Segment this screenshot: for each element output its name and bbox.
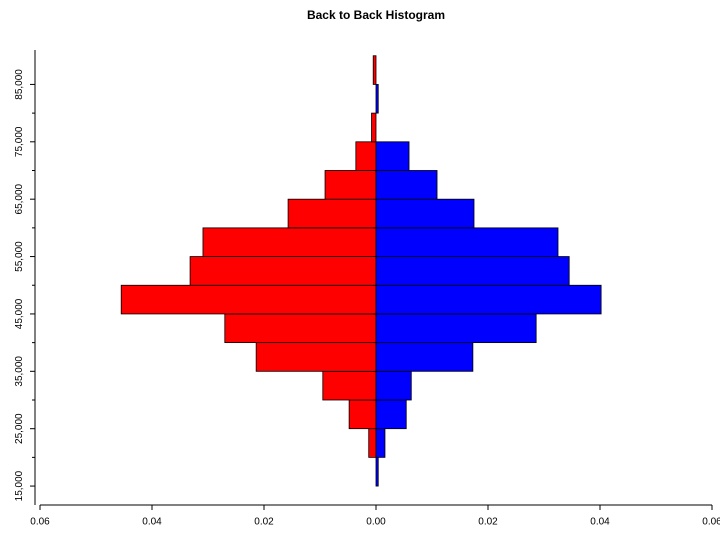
bar <box>202 227 377 257</box>
y-tick-label: 15,000 <box>14 470 25 501</box>
bar <box>348 399 377 430</box>
y-tick-label: 85,000 <box>14 69 25 100</box>
bar <box>355 141 377 171</box>
x-tick-label: 0.06 <box>702 517 720 528</box>
y-tick-label: 25,000 <box>14 413 25 444</box>
bar <box>322 370 377 401</box>
x-tick-label: 0.04 <box>590 517 610 528</box>
bar <box>372 55 377 85</box>
x-tick-label: 0.02 <box>478 517 498 528</box>
bar <box>120 284 377 315</box>
bar <box>189 256 377 286</box>
bar <box>375 141 410 171</box>
bar <box>368 428 377 458</box>
x-tick-label: 0.06 <box>30 517 50 528</box>
bar <box>375 456 379 487</box>
bar <box>375 284 602 315</box>
y-tick-label: 45,000 <box>14 298 25 329</box>
bar <box>375 227 559 257</box>
x-tick-label: 0.02 <box>254 517 274 528</box>
bar <box>375 170 438 200</box>
chart-title: Back to Back Histogram <box>307 8 445 22</box>
bar <box>224 313 377 344</box>
bar <box>375 370 412 401</box>
y-tick-label: 75,000 <box>14 126 25 157</box>
bar <box>324 170 377 200</box>
y-tick-label: 35,000 <box>14 356 25 387</box>
x-tick-label: 0.04 <box>142 517 162 528</box>
bar <box>375 256 570 286</box>
y-tick-label: 65,000 <box>14 183 25 214</box>
x-tick-label: 0.00 <box>366 517 386 528</box>
bar <box>375 313 537 344</box>
bar <box>375 342 474 372</box>
y-tick-label: 55,000 <box>14 241 25 272</box>
bar <box>371 112 377 143</box>
bar <box>255 342 377 372</box>
bar <box>375 84 379 114</box>
bar <box>287 198 377 229</box>
bar <box>375 399 407 430</box>
bar <box>375 198 475 229</box>
bar <box>375 428 386 458</box>
